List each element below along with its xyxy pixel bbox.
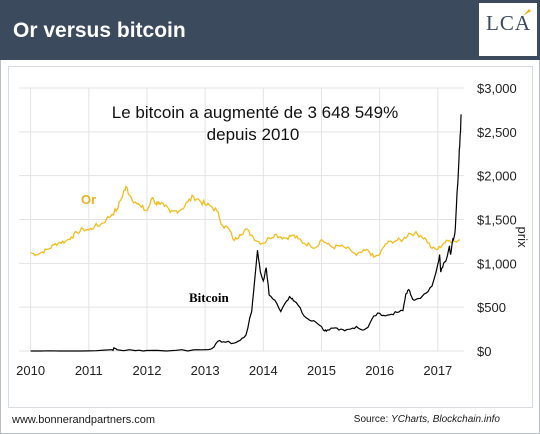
series-line-or [30, 185, 461, 259]
footer-website: www.bonnerandpartners.com [12, 414, 156, 426]
x-tick-label: 2010 [16, 363, 45, 378]
footer-source: Source: YCharts, Blockchain.info [354, 414, 500, 425]
series-label-or: Or [81, 192, 96, 207]
y-tick-label: $3,000 [477, 81, 517, 96]
source-names: YCharts, Blockchain.info [391, 414, 500, 425]
source-prefix: Source: [353, 414, 392, 425]
series-or [30, 185, 461, 259]
x-tick-label: 2015 [307, 363, 336, 378]
logo-accent-icon [523, 9, 531, 16]
x-tick-label: 2017 [423, 363, 452, 378]
y-tick-label: $500 [477, 300, 506, 315]
annotation-line-1: Le bitcoin a augmenté de 3 648 549% [112, 103, 398, 122]
series-label-bitcoin: Bitcoin [189, 290, 229, 305]
x-axis-ticks: 2010 2011 2012 2013 2014 2015 2016 2017 [16, 363, 452, 378]
x-tick-label: 2011 [75, 363, 103, 378]
y-tick-label: $0 [477, 344, 491, 359]
y-axis-ticks: $0 $500 $1,000 $1,500 $2,000 $2,500 $3,000 [477, 81, 517, 359]
series-line-bitcoin [30, 114, 462, 352]
lca-logo: LCA [479, 3, 537, 56]
chart-container: $0 $500 $1,000 $1,500 $2,000 $2,500 $3,000 201… [8, 66, 533, 408]
y-axis-label: prix [515, 227, 530, 248]
page-title: Or versus bitcoin [13, 19, 186, 42]
series-bitcoin [30, 114, 462, 352]
x-tick-label: 2016 [365, 363, 394, 378]
y-tick-label: $1,500 [477, 213, 517, 228]
grid-lines [19, 87, 464, 352]
y-tick-label: $2,500 [477, 125, 517, 140]
x-tick-label: 2014 [249, 363, 278, 378]
y-tick-label: $1,000 [477, 256, 517, 271]
price-chart: $0 $500 $1,000 $1,500 $2,000 $2,500 $3,000 201… [16, 81, 530, 378]
header-bar: Or versus bitcoin LCA [0, 0, 540, 60]
logo-text: LCA [486, 11, 531, 35]
x-tick-label: 2012 [133, 363, 162, 378]
x-tick-label: 2013 [191, 363, 220, 378]
annotation-line-2: depuis 2010 [207, 125, 300, 144]
y-tick-label: $2,000 [477, 169, 517, 184]
